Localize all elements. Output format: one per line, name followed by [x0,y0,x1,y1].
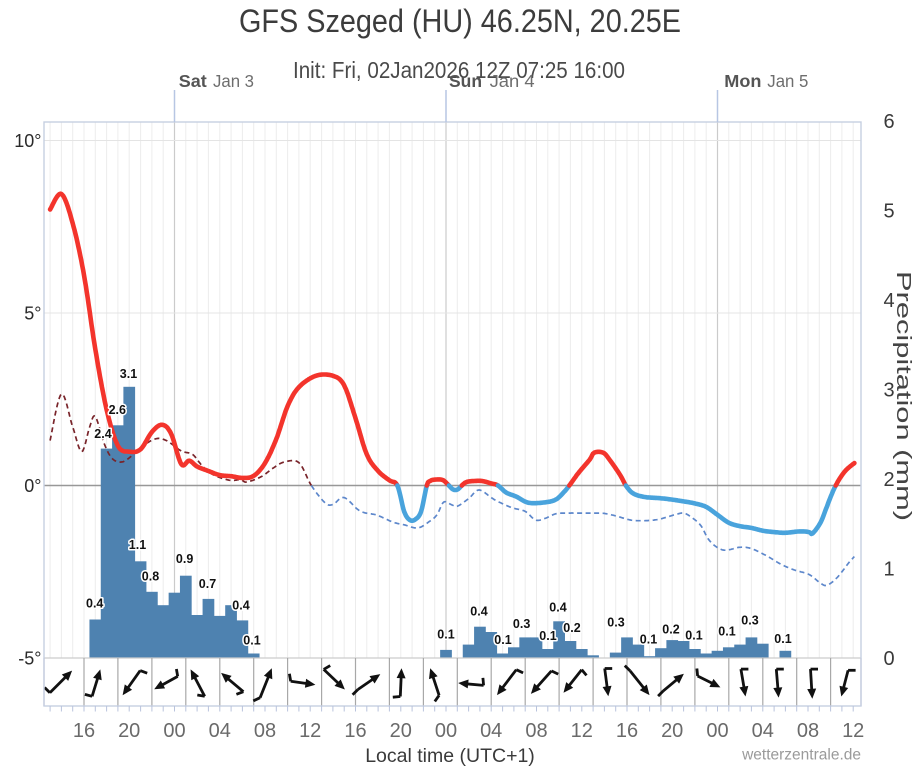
svg-text:Init: Fri, 02Jan2026 12Z 07:25: Init: Fri, 02Jan2026 12Z 07:25 16:00 [293,57,625,83]
svg-text:0.4: 0.4 [549,601,566,615]
svg-text:2: 2 [883,469,894,491]
svg-text:0.3: 0.3 [607,616,624,630]
svg-text:0°: 0° [24,476,41,496]
svg-text:Mon: Mon [724,71,761,91]
svg-text:0.4: 0.4 [470,605,487,619]
svg-text:12: 12 [571,720,593,742]
svg-text:3: 3 [883,380,894,402]
svg-text:3.1: 3.1 [120,367,137,381]
svg-text:12: 12 [842,720,864,742]
svg-text:20: 20 [390,720,412,742]
svg-text:12: 12 [299,720,321,742]
svg-text:0.9: 0.9 [176,552,193,566]
svg-text:0.1: 0.1 [718,625,735,639]
svg-text:20: 20 [118,720,140,742]
svg-text:08: 08 [797,720,819,742]
svg-text:08: 08 [525,720,547,742]
svg-text:0.7: 0.7 [199,577,216,591]
svg-text:Local time (UTC+1): Local time (UTC+1) [365,745,535,767]
svg-text:1.1: 1.1 [129,538,146,552]
svg-text:0.1: 0.1 [539,629,556,643]
svg-text:04: 04 [752,720,774,742]
svg-text:GFS Szeged (HU) 46.25N, 20.25E: GFS Szeged (HU) 46.25N, 20.25E [239,3,681,39]
svg-text:Jan 3: Jan 3 [213,71,254,91]
svg-text:Sat: Sat [179,71,207,91]
svg-text:Sun: Sun [449,71,482,91]
svg-text:Jan 5: Jan 5 [767,71,808,91]
svg-text:wetterzentrale.de: wetterzentrale.de [741,747,861,764]
svg-text:Jan 4: Jan 4 [490,71,535,91]
svg-text:0.1: 0.1 [685,629,702,643]
svg-text:-5°: -5° [18,648,41,668]
svg-text:16: 16 [344,720,366,742]
svg-text:5: 5 [883,201,894,223]
svg-text:0.1: 0.1 [243,634,260,648]
svg-text:2.4: 2.4 [94,427,111,441]
svg-text:0.4: 0.4 [86,597,103,611]
svg-text:20: 20 [661,720,683,742]
svg-text:0.3: 0.3 [741,614,758,628]
svg-text:0.2: 0.2 [662,623,679,637]
svg-text:5°: 5° [24,303,41,323]
svg-text:10°: 10° [14,131,41,151]
svg-text:00: 00 [706,720,728,742]
svg-text:04: 04 [209,720,231,742]
svg-text:4: 4 [883,290,894,312]
svg-text:16: 16 [73,720,95,742]
svg-text:16: 16 [616,720,638,742]
svg-text:0.1: 0.1 [494,633,511,647]
svg-text:0.2: 0.2 [563,621,580,635]
svg-text:00: 00 [163,720,185,742]
svg-text:Precipitation (mm): Precipitation (mm) [892,271,915,521]
svg-text:0.4: 0.4 [232,599,249,613]
svg-text:0: 0 [883,648,894,670]
svg-text:1: 1 [883,559,894,581]
svg-text:04: 04 [480,720,502,742]
svg-text:0.1: 0.1 [640,633,657,647]
svg-text:00: 00 [435,720,457,742]
svg-text:2.6: 2.6 [109,403,126,417]
svg-text:08: 08 [254,720,276,742]
svg-text:6: 6 [883,111,894,133]
svg-text:0.8: 0.8 [142,570,159,584]
svg-text:0.3: 0.3 [513,617,530,631]
svg-text:0.1: 0.1 [437,628,454,642]
svg-text:0.1: 0.1 [774,632,791,646]
